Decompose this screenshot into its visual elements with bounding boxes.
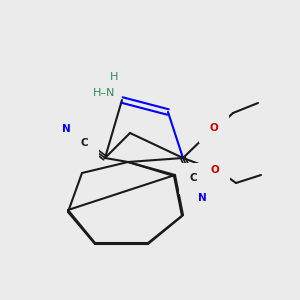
Text: N: N bbox=[62, 124, 70, 134]
Text: C: C bbox=[81, 138, 88, 148]
Text: H–N: H–N bbox=[93, 88, 115, 98]
Text: O: O bbox=[210, 123, 218, 133]
Text: C: C bbox=[190, 173, 197, 183]
Text: O: O bbox=[211, 165, 219, 175]
Text: N: N bbox=[198, 193, 207, 203]
Text: H: H bbox=[110, 72, 118, 82]
